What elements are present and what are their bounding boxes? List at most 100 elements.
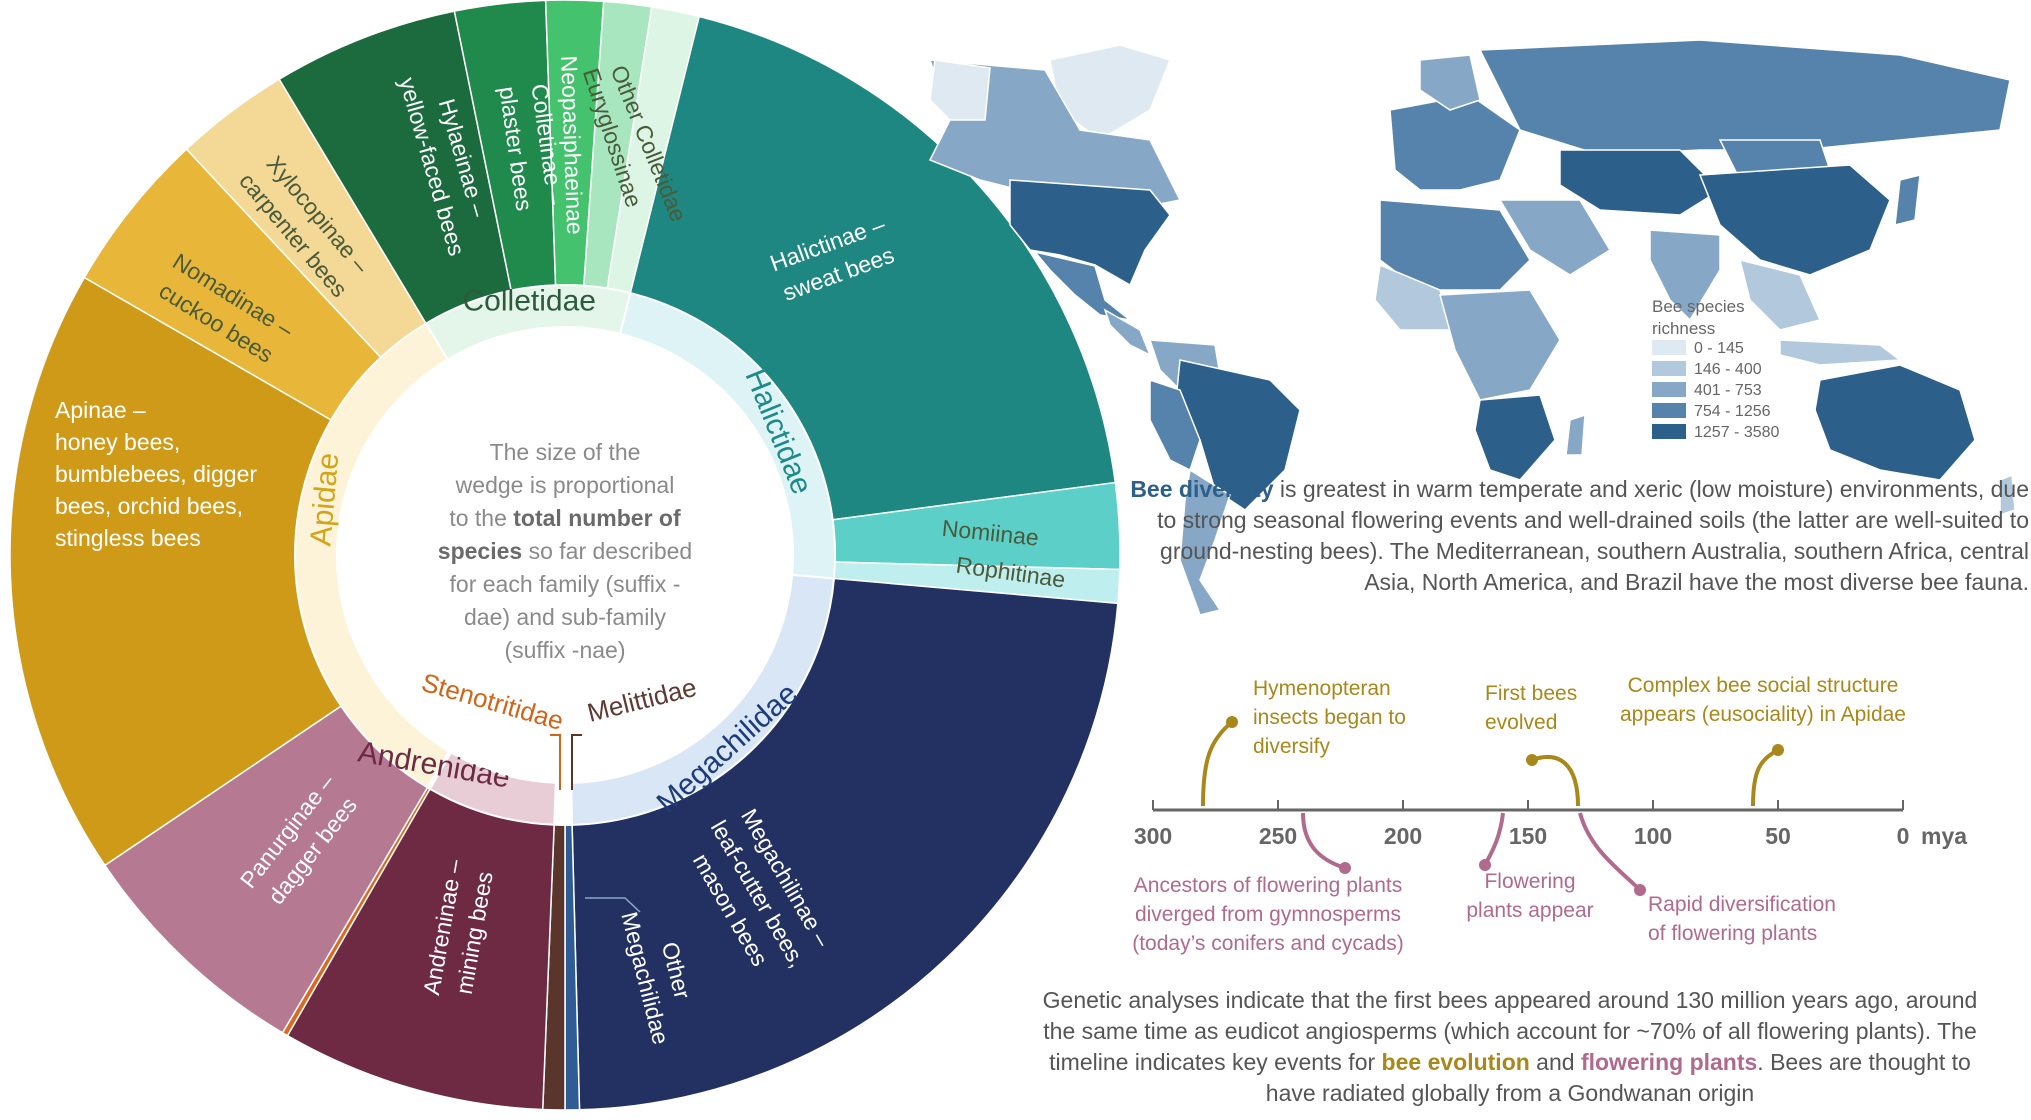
map-legend: Bee species richness 0 - 145 146 - 400 401 -… — [1652, 297, 1780, 441]
center-text-line: dae) and sub-family — [464, 604, 666, 630]
center-text-line: for each family (suffix - — [450, 571, 681, 597]
timeline-events: Hymenopteran insects began to diversify Fir… — [1132, 674, 1906, 955]
map-region-southern-africa — [1474, 394, 1556, 481]
label-line: bees, orchid bees, — [55, 493, 243, 519]
center-text-line: (suffix -nae) — [504, 637, 625, 663]
legend-swatch — [1652, 340, 1686, 355]
map-region-argentina-chile — [1179, 468, 1231, 616]
event-line: (today’s conifers and cycads) — [1132, 932, 1404, 955]
legend-label: 0 - 145 — [1694, 340, 1744, 357]
genetic-text-mid: and — [1529, 1049, 1581, 1075]
center-text-line: The size of the — [490, 439, 641, 465]
family-label-colletidae: Colletidae — [463, 285, 596, 318]
map-region-west-africa — [1374, 263, 1451, 331]
label-line: stingless bees — [55, 525, 201, 551]
timeline-tick-label: 200 — [1384, 823, 1422, 849]
map-countries — [928, 39, 2016, 616]
map-region-russia — [1478, 39, 2011, 156]
genetic-text-part1: Genetic analyses indicate that the first… — [1042, 987, 1978, 1075]
map-region-japan — [1894, 174, 1921, 226]
map-region-central-asia — [1559, 149, 1722, 216]
map-region-middle-east — [1498, 199, 1612, 276]
map-region-australia — [1814, 364, 1976, 481]
center-text-line: species so far described — [438, 538, 692, 564]
timeline-axis: 300 250 200 150 100 50 0 mya — [1134, 800, 1967, 849]
map-region-madagascar — [1565, 413, 1586, 456]
event-arrowhead — [1226, 716, 1238, 728]
family-wedge-melittidae — [553, 781, 574, 826]
timeline-tick-label: 0 — [1897, 823, 1910, 849]
event-line: diversify — [1253, 735, 1331, 758]
event-line: insects began to — [1253, 706, 1406, 729]
bee-diversity-body: is greatest in warm temperate and xeric … — [1157, 476, 2029, 595]
timeline-event-ancestors-of-flowering-plants: Ancestors of flowering plants diverged fr… — [1132, 874, 1404, 955]
genetic-analysis-text: Genetic analyses indicate that the first… — [1030, 985, 1990, 1109]
event-line: evolved — [1485, 711, 1557, 734]
timeline-tick-label: 250 — [1259, 823, 1297, 849]
event-line: appears (eusociality) in Apidae — [1620, 703, 1906, 726]
map-region-central-america — [1103, 308, 1152, 357]
event-line: Complex bee social structure — [1628, 674, 1899, 697]
event-arrowhead — [1634, 884, 1646, 896]
event-arrow — [1483, 812, 1505, 866]
evolution-timeline: 300 250 200 150 100 50 0 mya Hymenopteran insect… — [1132, 674, 1967, 955]
timeline-event-rapid-diversification: Rapid diversification of flowering plants — [1648, 893, 1836, 945]
timeline-tick-label: 50 — [1765, 823, 1791, 849]
event-line: of flowering plants — [1648, 922, 1817, 945]
label-line: Apinae – — [55, 397, 146, 423]
bee-diversity-heading: Bee diversity — [1130, 476, 1274, 502]
event-arrowhead — [1339, 862, 1351, 874]
event-arrow — [1751, 748, 1779, 807]
timeline-tick-label: 100 — [1634, 823, 1672, 849]
event-arrowhead — [1772, 744, 1784, 756]
world-map: Bee species richness 0 - 145 146 - 400 401 -… — [928, 39, 2016, 616]
legend-swatch — [1652, 361, 1686, 376]
stenotritidae-leader — [550, 734, 561, 790]
flowering-plants-highlight: flowering plants — [1580, 1049, 1758, 1075]
melittidae-leader — [571, 734, 582, 790]
legend-swatch — [1652, 424, 1686, 439]
legend-label: 754 - 1256 — [1694, 403, 1771, 420]
legend-swatch — [1652, 382, 1686, 397]
subfamily-ring — [9, 0, 1121, 1111]
legend-swatch — [1652, 403, 1686, 418]
event-line: Flowering — [1484, 870, 1575, 893]
legend-title: richness — [1652, 319, 1715, 338]
sunburst-center — [337, 327, 793, 783]
center-explanation: The size of the wedge is proportional to t… — [438, 439, 692, 663]
event-arrowhead — [1479, 859, 1491, 871]
map-region-new-zealand — [1999, 473, 2016, 517]
label-line: honey bees, — [55, 429, 180, 455]
map-region-indonesia — [1779, 339, 1903, 366]
timeline-event-complex-bee-social-structure: Complex bee social structure appears (eus… — [1620, 674, 1906, 726]
event-line: Hymenopteran — [1253, 677, 1391, 700]
legend-label: 1257 - 3580 — [1694, 424, 1780, 441]
bee-diversity-text: Bee diversity is greatest in warm temper… — [1105, 474, 2029, 598]
genetic-text-end: . Bees are thought to have radiated glob… — [1265, 1049, 1971, 1106]
map-region-india — [1649, 229, 1721, 322]
other-megachilidae-leader — [585, 897, 641, 913]
bee-family-sunburst: Hylaeinae –yellow-faced bees Colletinae –… — [9, 0, 1121, 1111]
center-text-line: wedge is proportional — [455, 472, 675, 498]
timeline-event-first-bees: First bees evolved — [1485, 682, 1577, 734]
timeline-event-flowering: Flowering plants appear — [1466, 870, 1593, 922]
map-region-central-africa — [1439, 289, 1561, 401]
label-line: bumblebees, digger — [55, 461, 257, 487]
event-line: Rapid diversification — [1648, 893, 1836, 916]
event-arrow — [1578, 812, 1642, 892]
label-neopasiphaeinae: Neopasiphaeinae — [556, 55, 588, 235]
center-text-line: to the total number of — [449, 505, 681, 531]
event-arrowhead — [1526, 754, 1538, 766]
timeline-event-hymenopteran: Hymenopteran insects began to diversify — [1253, 677, 1406, 758]
map-region-north-africa — [1379, 199, 1531, 291]
event-line: plants appear — [1466, 899, 1593, 922]
event-line: First bees — [1485, 682, 1577, 705]
legend-label: 146 - 400 — [1694, 361, 1762, 378]
map-region-scandinavia — [1419, 54, 1481, 111]
event-arrow — [1531, 755, 1580, 807]
legend-label: 401 - 753 — [1694, 382, 1762, 399]
map-region-southeast-asia — [1738, 258, 1822, 331]
map-region-alaska — [929, 59, 991, 121]
event-arrow — [1301, 812, 1346, 870]
